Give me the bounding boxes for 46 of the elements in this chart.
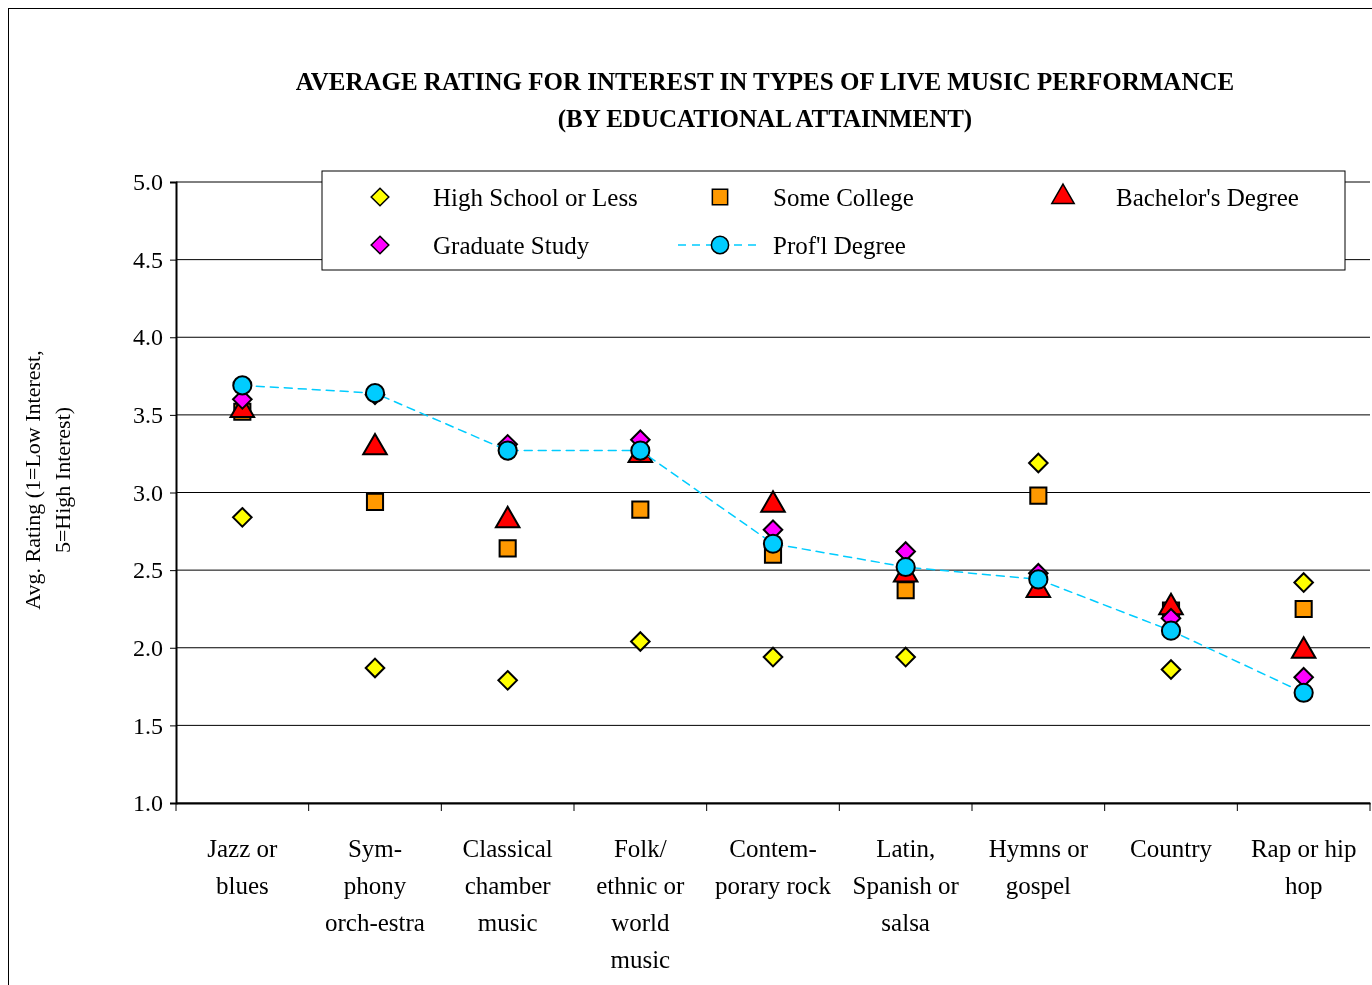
point: [1029, 486, 1048, 505]
legend-label: Graduate Study: [433, 232, 590, 259]
point: [762, 533, 784, 554]
point: [1293, 682, 1314, 703]
y-tick-label: 3.5: [133, 402, 163, 429]
y-tick-label: 2.0: [133, 634, 163, 661]
legend-label: Some College: [773, 184, 914, 211]
chart-title: AVERAGE RATING FOR INTEREST IN TYPES OF LIVE MUSIC PERFORMANCE (BY EDUCATIONAL ATTAINMENT): [295, 68, 1235, 133]
y-tick-label: 1.0: [133, 790, 163, 817]
legend-label: Bachelor's Degree: [1116, 184, 1299, 211]
x-tick-label: Latin, Spanish or salsa: [852, 835, 960, 936]
y-tick-label: 5.0: [133, 169, 163, 196]
legend-label: Prof'l Degree: [773, 232, 906, 259]
point: [232, 375, 253, 396]
point: [497, 440, 518, 461]
point: [498, 539, 517, 558]
x-tick-label: Folk/ ethnic or world music: [596, 835, 686, 973]
point: [364, 657, 386, 679]
y-tick-label: 4.0: [133, 324, 163, 351]
legend-label: High School or Less: [433, 184, 638, 211]
point: [1028, 452, 1049, 474]
point: [497, 670, 518, 691]
x-tick-label: Classical chamber music: [462, 835, 553, 936]
point: [631, 500, 650, 519]
y-axis-title: Avg. Rating (1=Low Interest, 5=High Interest): [20, 350, 75, 610]
y-tick-label: 2.5: [133, 557, 163, 584]
x-tick-label: Hymns or gospel: [988, 835, 1089, 899]
point: [1293, 572, 1314, 593]
point: [895, 556, 916, 578]
x-tick-label: Contem- porary rock: [715, 835, 832, 899]
x-tick-label: Sym- phony orch-estra: [325, 835, 425, 936]
point: [365, 492, 385, 511]
point: [762, 646, 784, 668]
point: [1160, 659, 1182, 680]
y-tick-label: 1.5: [133, 712, 163, 739]
point: [1028, 569, 1049, 590]
point: [895, 646, 916, 668]
x-tick-label: Rap or hip hop: [1250, 835, 1357, 899]
point: [232, 507, 253, 528]
point: [630, 631, 651, 652]
point: [1160, 620, 1182, 641]
x-tick-label: Jazz or blues: [207, 835, 279, 899]
y-tick-label: 4.5: [133, 246, 163, 273]
y-tick-label: 3.0: [133, 479, 163, 506]
x-tick-label: Country: [1130, 835, 1213, 862]
point: [1294, 599, 1313, 618]
